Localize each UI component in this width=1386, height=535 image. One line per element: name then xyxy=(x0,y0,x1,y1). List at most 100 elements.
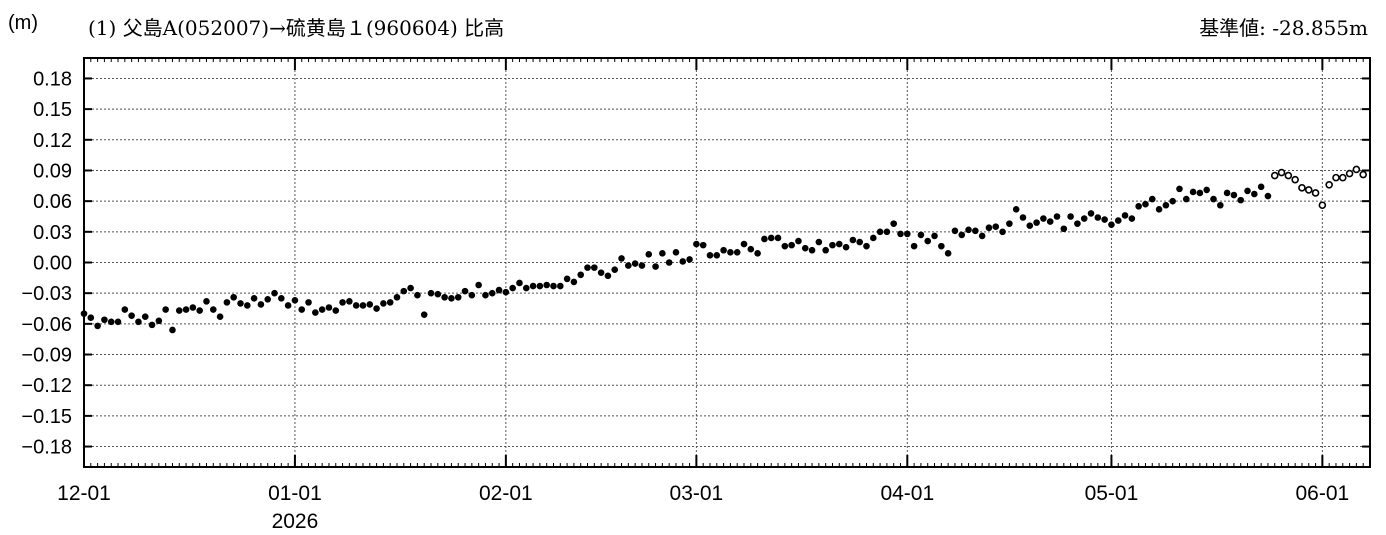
data-point xyxy=(1142,200,1149,208)
data-point xyxy=(761,235,768,243)
data-point xyxy=(1155,206,1163,213)
data-point xyxy=(556,282,564,290)
data-point xyxy=(1251,190,1258,198)
data-point xyxy=(278,294,285,302)
data-point xyxy=(876,228,884,236)
data-point xyxy=(883,228,891,236)
data-point xyxy=(754,249,761,257)
data-point xyxy=(155,317,163,325)
data-point xyxy=(237,300,244,307)
x-year-label: 2026 xyxy=(272,510,319,533)
data-point xyxy=(1128,215,1136,222)
data-point xyxy=(393,293,401,301)
provisional-data-point xyxy=(1311,189,1320,197)
plot-frame xyxy=(83,57,1371,468)
data-point xyxy=(699,241,707,249)
x-tick-label: 03-01 xyxy=(670,482,724,505)
data-point xyxy=(230,293,237,301)
data-point xyxy=(250,294,258,302)
data-point xyxy=(829,241,836,249)
data-point xyxy=(1046,218,1054,225)
data-point xyxy=(611,266,619,273)
data-point xyxy=(141,313,149,320)
data-point xyxy=(305,299,312,306)
data-point xyxy=(781,242,789,250)
provisional-data-point xyxy=(1345,169,1354,178)
data-point xyxy=(223,299,231,306)
data-point xyxy=(931,232,938,240)
data-point xyxy=(454,293,462,301)
data-point xyxy=(808,246,816,254)
data-point xyxy=(1217,201,1224,209)
data-point xyxy=(985,224,993,232)
data-point xyxy=(359,302,367,309)
data-point xyxy=(1019,214,1027,221)
data-point xyxy=(121,306,129,313)
data-point xyxy=(625,262,632,269)
data-point xyxy=(434,290,442,298)
provisional-data-point xyxy=(1325,180,1333,189)
data-point xyxy=(965,226,972,234)
data-point xyxy=(618,255,625,262)
y-tick-label: 0.15 xyxy=(33,99,72,121)
data-point xyxy=(373,305,380,312)
data-point xyxy=(659,249,666,257)
data-point xyxy=(1094,214,1102,221)
data-point xyxy=(978,232,986,240)
data-point xyxy=(1176,185,1183,193)
x-tick-label: 05-01 xyxy=(1085,482,1139,505)
data-point xyxy=(271,289,278,297)
data-point xyxy=(597,269,605,277)
data-point xyxy=(713,252,721,259)
x-tick-label: 04-01 xyxy=(880,482,934,505)
y-tick-label: 0.18 xyxy=(33,68,72,90)
data-points xyxy=(80,165,1367,334)
provisional-data-point xyxy=(1352,165,1361,174)
y-tick-label: −0.15 xyxy=(21,406,72,428)
data-point xyxy=(944,249,952,257)
provisional-data-point xyxy=(1332,173,1340,182)
data-point xyxy=(693,240,700,248)
data-point xyxy=(869,234,877,242)
data-point xyxy=(475,281,482,289)
data-point xyxy=(495,286,503,294)
data-point xyxy=(87,314,95,322)
data-point xyxy=(672,248,680,256)
data-point xyxy=(114,318,122,326)
data-point xyxy=(502,288,510,296)
data-point xyxy=(767,234,775,242)
data-point xyxy=(196,307,203,314)
data-point xyxy=(917,231,925,239)
y-tick-label: −0.06 xyxy=(21,314,72,336)
data-point xyxy=(706,252,714,259)
data-point xyxy=(1006,220,1013,227)
data-point xyxy=(591,264,598,271)
y-tick-label: −0.09 xyxy=(21,345,72,367)
data-point xyxy=(441,293,448,301)
data-point xyxy=(107,318,115,326)
data-point xyxy=(291,297,299,304)
data-point xyxy=(148,321,156,329)
data-point xyxy=(788,241,795,249)
data-point xyxy=(849,236,857,244)
provisional-data-point xyxy=(1270,171,1279,180)
data-point xyxy=(488,289,496,297)
data-point xyxy=(1080,215,1088,222)
data-point xyxy=(1169,197,1176,205)
data-point xyxy=(999,228,1006,236)
provisional-data-point xyxy=(1304,186,1313,194)
data-point xyxy=(1114,217,1122,224)
data-point xyxy=(414,291,421,299)
data-point xyxy=(1244,187,1251,195)
data-point xyxy=(1026,222,1034,229)
data-point xyxy=(652,263,659,270)
data-point xyxy=(244,302,251,309)
data-point xyxy=(529,282,537,290)
data-point xyxy=(1108,221,1115,228)
data-point xyxy=(720,246,727,254)
data-point xyxy=(822,246,829,254)
data-point xyxy=(631,260,639,267)
data-point xyxy=(665,259,673,266)
data-point xyxy=(1135,202,1142,210)
provisional-data-point xyxy=(1291,175,1299,184)
